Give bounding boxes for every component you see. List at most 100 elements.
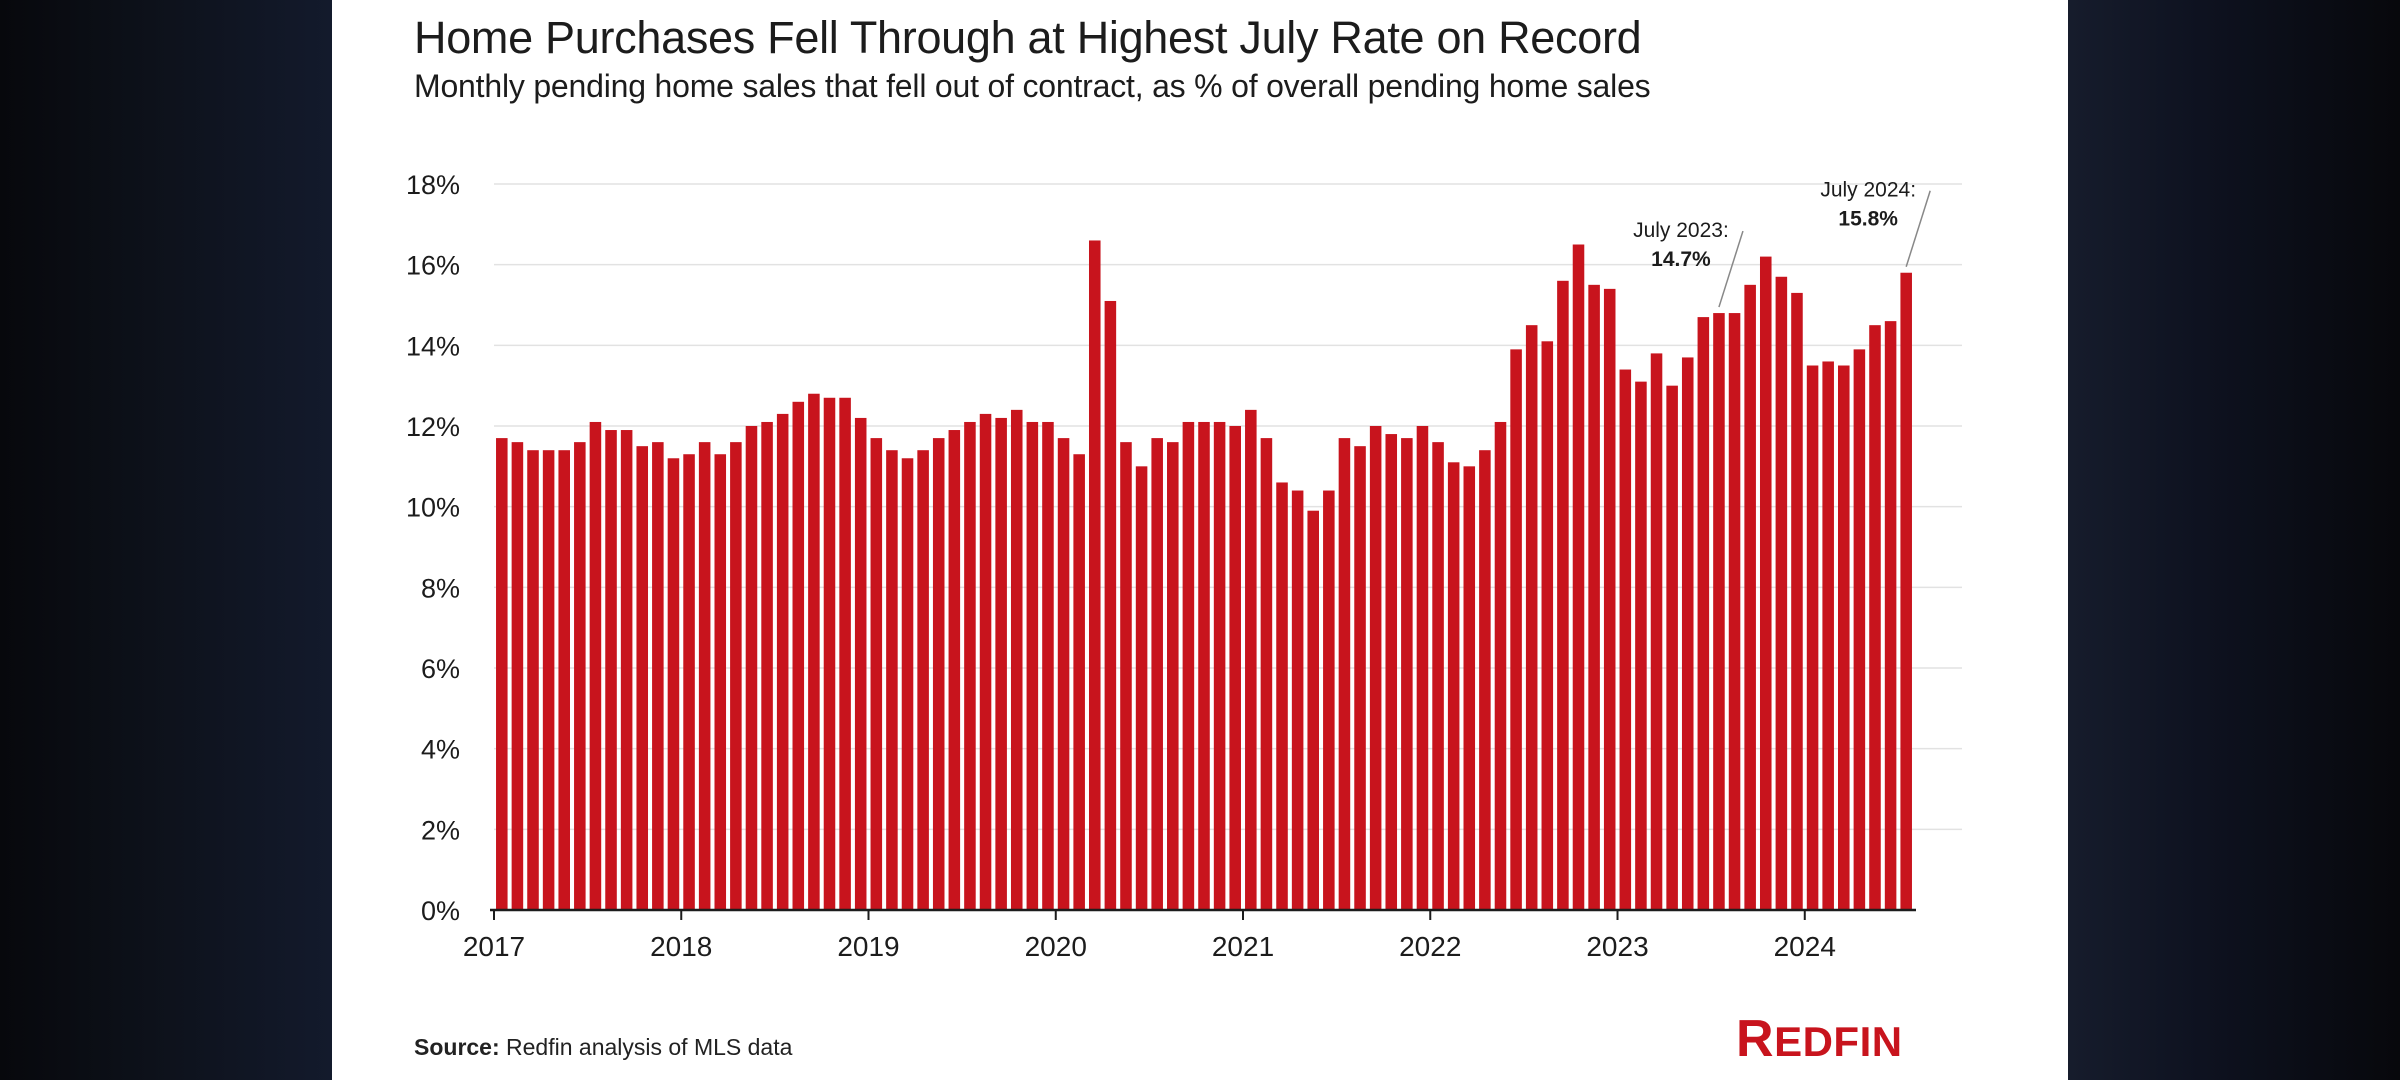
annotation-value: 15.8% xyxy=(1838,208,1898,231)
redfin-logo: REDFIN xyxy=(1736,1009,1903,1069)
bar xyxy=(792,401,805,910)
bar xyxy=(1307,510,1320,910)
bar xyxy=(1369,426,1382,910)
bar xyxy=(574,442,586,910)
bar xyxy=(1447,462,1460,910)
bar xyxy=(1416,426,1429,910)
x-tick-label: 2024 xyxy=(1774,931,1836,962)
bar xyxy=(1541,341,1554,910)
bar xyxy=(917,450,929,910)
bar xyxy=(1900,272,1912,910)
x-tick-label: 2017 xyxy=(463,931,525,962)
bar xyxy=(730,442,742,910)
bar xyxy=(1525,325,1538,911)
y-tick-label: 4% xyxy=(421,735,460,765)
bar xyxy=(1026,421,1039,910)
x-tick-label: 2021 xyxy=(1212,931,1274,962)
chart-title: Home Purchases Fell Through at Highest J… xyxy=(414,12,1642,63)
bar xyxy=(1494,421,1507,910)
gridlines xyxy=(494,183,1962,831)
y-tick-label: 8% xyxy=(421,573,460,603)
background-right xyxy=(2068,0,2400,1080)
bar xyxy=(901,458,914,910)
bar xyxy=(979,413,992,910)
bar xyxy=(1853,349,1866,910)
annotation-leader xyxy=(1905,190,1931,267)
bar xyxy=(1806,365,1819,910)
bar xyxy=(1838,365,1850,910)
annotations: July 2023: 14.7% July 2024: 15.8% xyxy=(1633,179,1931,308)
bar xyxy=(1510,349,1522,910)
bar xyxy=(1463,466,1476,910)
bar xyxy=(683,454,695,910)
bar xyxy=(1182,421,1195,910)
bar xyxy=(761,421,773,910)
bar xyxy=(1245,409,1257,910)
bar xyxy=(1291,490,1304,910)
bar xyxy=(1135,466,1148,910)
bar xyxy=(948,430,961,910)
chart-card: Home Purchases Fell Through at Highest J… xyxy=(332,0,2068,1080)
y-tick-label: 18% xyxy=(406,170,460,200)
bar xyxy=(1557,280,1569,910)
bar xyxy=(823,397,836,910)
bar xyxy=(1588,284,1600,910)
y-tick-label: 12% xyxy=(406,412,460,442)
bar xyxy=(870,438,883,910)
bar xyxy=(932,438,945,910)
bar xyxy=(1713,313,1725,911)
bar xyxy=(1167,442,1179,910)
bar xyxy=(511,442,524,910)
bar xyxy=(558,450,570,910)
bar xyxy=(1822,361,1834,910)
bar xyxy=(1213,421,1226,910)
logo-initial: R xyxy=(1736,1010,1775,1068)
bar xyxy=(636,446,649,910)
bar xyxy=(1010,409,1023,910)
bar xyxy=(1479,450,1491,910)
bar xyxy=(620,430,633,910)
bar xyxy=(542,450,555,910)
bar xyxy=(1057,438,1070,910)
bar xyxy=(1791,292,1803,910)
y-tick-label: 2% xyxy=(421,815,460,845)
bar xyxy=(1728,313,1741,911)
annotation-label: July 2023: xyxy=(1633,219,1729,242)
bars xyxy=(496,240,1912,911)
chart-subtitle: Monthly pending home sales that fell out… xyxy=(414,68,1651,104)
annotation-label: July 2024: xyxy=(1820,179,1916,202)
bar xyxy=(1338,438,1351,910)
x-tick-label: 2019 xyxy=(837,931,899,962)
bar xyxy=(714,454,727,910)
source-text: Redfin analysis of MLS data xyxy=(499,1034,793,1060)
bar xyxy=(776,413,789,910)
bar xyxy=(964,421,976,910)
bar xyxy=(1681,357,1694,910)
axes: 0% 2% 4% 6% 8% 10% 12% 14% 16% 18% 2017 2018 2019 202… xyxy=(406,170,1916,962)
bar xyxy=(1572,244,1585,910)
bar xyxy=(698,442,711,910)
y-tick-label: 14% xyxy=(406,331,460,361)
bar xyxy=(745,426,758,910)
bar xyxy=(1401,438,1413,910)
y-tick-label: 6% xyxy=(421,654,460,684)
source-label: Source: xyxy=(414,1034,500,1060)
bar xyxy=(886,450,898,910)
y-tick-label: 0% xyxy=(421,896,460,926)
y-tick-label: 16% xyxy=(406,251,460,281)
bar xyxy=(995,417,1007,910)
bar xyxy=(652,442,664,910)
bar-chart: 0% 2% 4% 6% 8% 10% 12% 14% 16% 18% 2017 2018 2019 202… xyxy=(406,170,1962,962)
bar xyxy=(1697,317,1710,911)
x-tick-label: 2022 xyxy=(1399,931,1461,962)
bar xyxy=(1650,353,1663,910)
bar xyxy=(1229,426,1241,910)
bar xyxy=(1323,490,1335,910)
bar xyxy=(496,438,508,910)
bar xyxy=(1884,321,1897,911)
x-tick-label: 2018 xyxy=(650,931,712,962)
x-tick-label: 2020 xyxy=(1025,931,1087,962)
bar xyxy=(527,450,539,910)
bar xyxy=(1042,421,1054,910)
bar xyxy=(1432,442,1444,910)
